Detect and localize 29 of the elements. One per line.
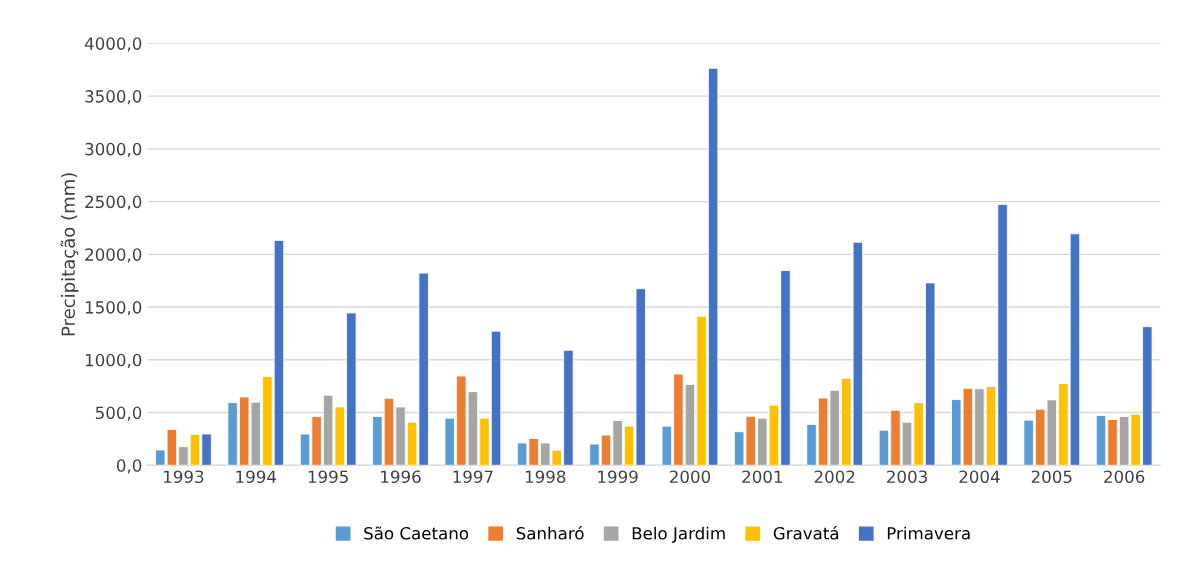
- y-tick-label: 1000,0: [85, 353, 142, 369]
- y-tick-label: 3000,0: [85, 142, 142, 158]
- legend-label: Sanharó: [516, 526, 584, 540]
- y-tick-label: 4000,0: [84, 37, 142, 52]
- y-tick-label: 2500,0: [85, 195, 142, 210]
- x-tick-label: 2001: [742, 470, 782, 484]
- legend-label: Gravatá: [773, 526, 839, 540]
- x-tick-label: 2005: [1031, 470, 1072, 484]
- x-tick-label: 1997: [453, 470, 493, 484]
- x-tick-label: 1993: [164, 470, 204, 484]
- y-axis-title: Precipitação (mm): [60, 173, 79, 336]
- x-tick-label: 1999: [598, 470, 638, 484]
- y-tick-label: 500,0: [95, 406, 142, 421]
- x-tick-label: 2006: [1104, 470, 1145, 484]
- y-tick-label: 0,0: [116, 459, 142, 474]
- x-tick-label: 2003: [887, 470, 927, 484]
- legend-label: São Caetano: [364, 526, 469, 540]
- y-tick-label: 2000,0: [85, 248, 142, 263]
- x-tick-label: 1995: [308, 470, 348, 484]
- x-tick-label: 2000: [669, 470, 711, 484]
- x-tick-label: 1996: [381, 470, 421, 484]
- x-tick-label: 1994: [236, 470, 277, 484]
- legend-label: Primavera: [887, 526, 970, 540]
- legend-label: Belo Jardim: [632, 526, 725, 543]
- x-tick-label: 1998: [525, 470, 566, 484]
- x-tick-label: 2004: [959, 470, 1000, 484]
- y-tick-label: 1500,0: [85, 301, 142, 316]
- x-tick-label: 2002: [814, 470, 855, 484]
- y-tick-label: 3500,0: [85, 90, 142, 105]
